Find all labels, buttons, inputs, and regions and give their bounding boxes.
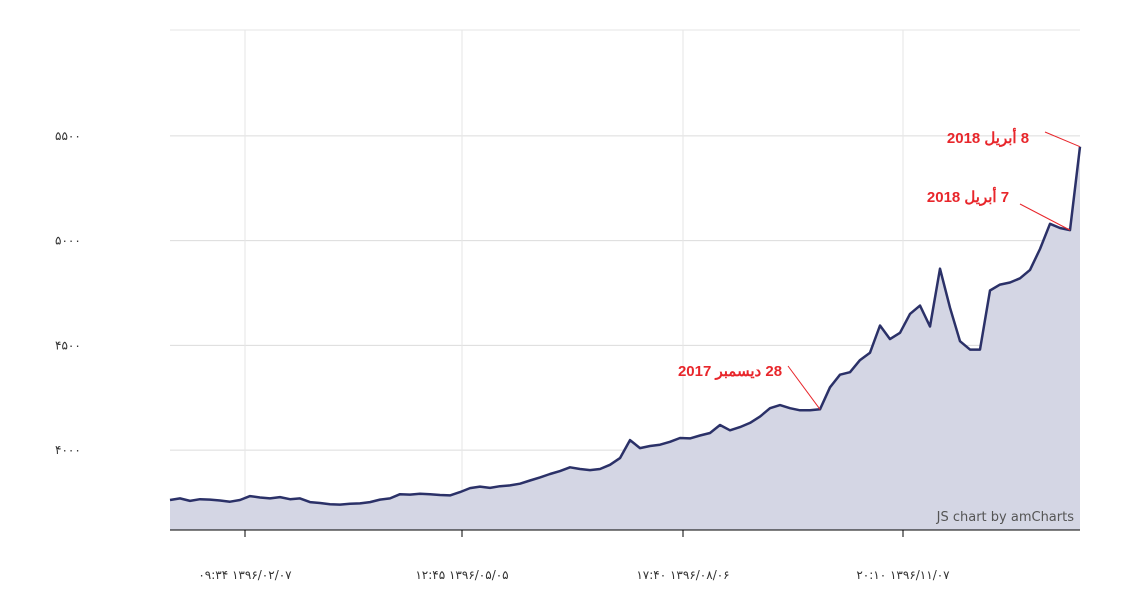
annotation: 8 أبريل 2018 [947, 127, 1029, 147]
x-tick-label: ۲۰:۱۰ ۱۳۹۶/۱۱/۰۷ [856, 568, 950, 582]
x-tick-label: ۱۲:۴۵ ۱۳۹۶/۰۵/۰۵ [415, 568, 508, 582]
x-tick-label: ۱۷:۴۰ ۱۳۹۶/۰۸/۰۶ [636, 568, 729, 582]
y-tick-label: ۴۰۰۰ [55, 443, 81, 457]
y-tick-label: ۵۰۰۰ [55, 234, 81, 248]
y-tick-label: ۴۵۰۰ [55, 338, 81, 352]
y-tick-label: ۵۵۰۰ [55, 129, 81, 143]
credit: JS chart by amCharts [936, 510, 1075, 525]
x-tick-label: ۰۹:۳۴ ۱۳۹۶/۰۲/۰۷ [198, 568, 292, 582]
annotation-line [787, 365, 821, 410]
annotation: 7 أبريل 2018 [927, 186, 1009, 206]
annotation: 28 ديسمبر 2017 [678, 363, 782, 380]
annotation-line [1044, 131, 1081, 148]
area [170, 146, 1080, 530]
annotation-line [1019, 203, 1071, 231]
line [169, 146, 1082, 506]
